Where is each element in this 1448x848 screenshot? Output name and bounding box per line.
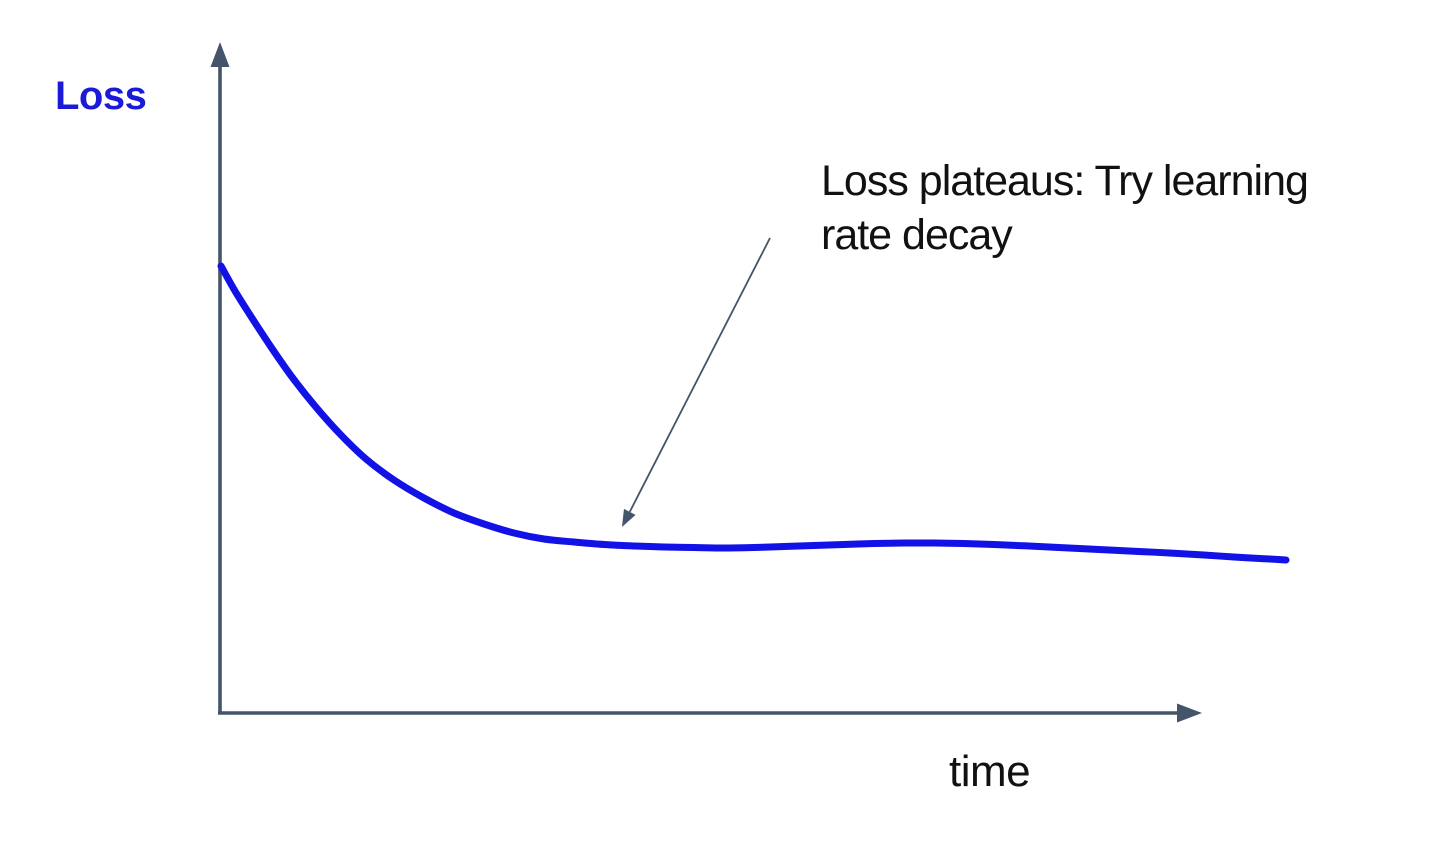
- annotation-arrow: [622, 237, 771, 527]
- y-axis-label: Loss: [55, 74, 147, 118]
- loss-curve: [217, 262, 1290, 564]
- x-axis: [218, 703, 1202, 723]
- annotation-line-1: Loss plateaus: Try learning: [821, 157, 1309, 205]
- y-axis: [210, 42, 230, 713]
- annotation-text: Loss plateaus: Try learning rate decay: [821, 155, 1309, 263]
- x-axis-label: time: [949, 747, 1031, 796]
- annotation-line-2: rate decay: [821, 210, 1013, 259]
